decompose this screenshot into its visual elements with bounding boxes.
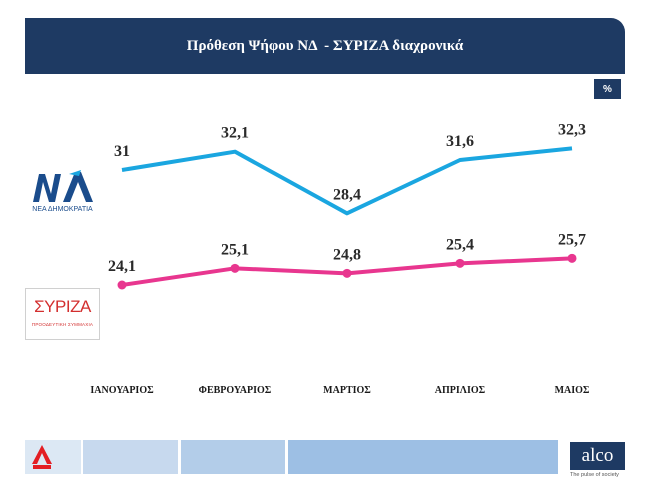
alpha-tv-logo-icon: [32, 445, 52, 469]
nd-mark-icon: [25, 168, 100, 206]
nd-data-label: 28,4: [333, 186, 361, 203]
alco-logo: alco: [570, 442, 625, 470]
syriza-data-label: 25,4: [446, 236, 474, 253]
footer-segment: [83, 440, 178, 474]
syriza-data-label: 25,7: [558, 231, 586, 248]
syriza-data-point: [567, 253, 577, 263]
syriza-data-label: 24,8: [333, 246, 361, 263]
nd-logo-text: ΝΕΑ ΔΗΜΟΚΡΑΤΙΑ: [32, 206, 93, 213]
footer-segment: [288, 440, 558, 474]
syriza-data-point: [230, 263, 240, 273]
syriza-data-point: [455, 258, 465, 268]
syriza-data-label: 25,1: [221, 241, 249, 258]
nd-data-label: 31: [114, 143, 130, 160]
syriza-logo-word: ΣΥΡΙΖΑ: [34, 297, 91, 316]
footer-bar: [25, 440, 625, 474]
syriza-data-point: [342, 268, 352, 278]
x-axis-tick-label: ΙΑΝΟΥΑΡΙΟΣ: [90, 385, 154, 396]
x-axis-tick-label: ΦΕΒΡΟΥΑΡΙΟΣ: [199, 385, 272, 396]
x-axis-tick-label: ΑΠΡΙΛΙΟΣ: [435, 385, 486, 396]
x-axis-tick-label: ΜΑΙΟΣ: [555, 385, 590, 396]
nd-data-label: 31,6: [446, 133, 474, 150]
nd-logo: ΝΕΑ ΔΗΜΟΚΡΑΤΙΑ: [25, 168, 100, 216]
footer-segment: [181, 440, 285, 474]
unit-badge: %: [594, 79, 621, 99]
title-bar: Πρόθεση Ψήφου ΝΔ - ΣΥΡΙΖΑ διαχρονικά: [25, 18, 625, 74]
syriza-logo: ΣΥΡΙΖΑ ΠΡΟΟΔΕΥΤΙΚΗ ΣΥΜΜΑΧΙΑ: [25, 288, 100, 340]
chart-title: Πρόθεση Ψήφου ΝΔ - ΣΥΡΙΖΑ διαχρονικά: [186, 37, 464, 54]
nd-data-label: 32,1: [221, 125, 249, 142]
syriza-logo-subtitle: ΠΡΟΟΔΕΥΤΙΚΗ ΣΥΜΜΑΧΙΑ: [31, 322, 94, 327]
syriza-data-label: 24,1: [108, 258, 136, 275]
alco-tagline: The pulse of society: [570, 472, 619, 478]
syriza-data-point: [117, 280, 127, 290]
nd-series-line: [121, 146, 573, 216]
nd-data-label: 32,3: [558, 121, 586, 138]
x-axis-tick-label: ΜΑΡΤΙΟΣ: [323, 385, 371, 396]
